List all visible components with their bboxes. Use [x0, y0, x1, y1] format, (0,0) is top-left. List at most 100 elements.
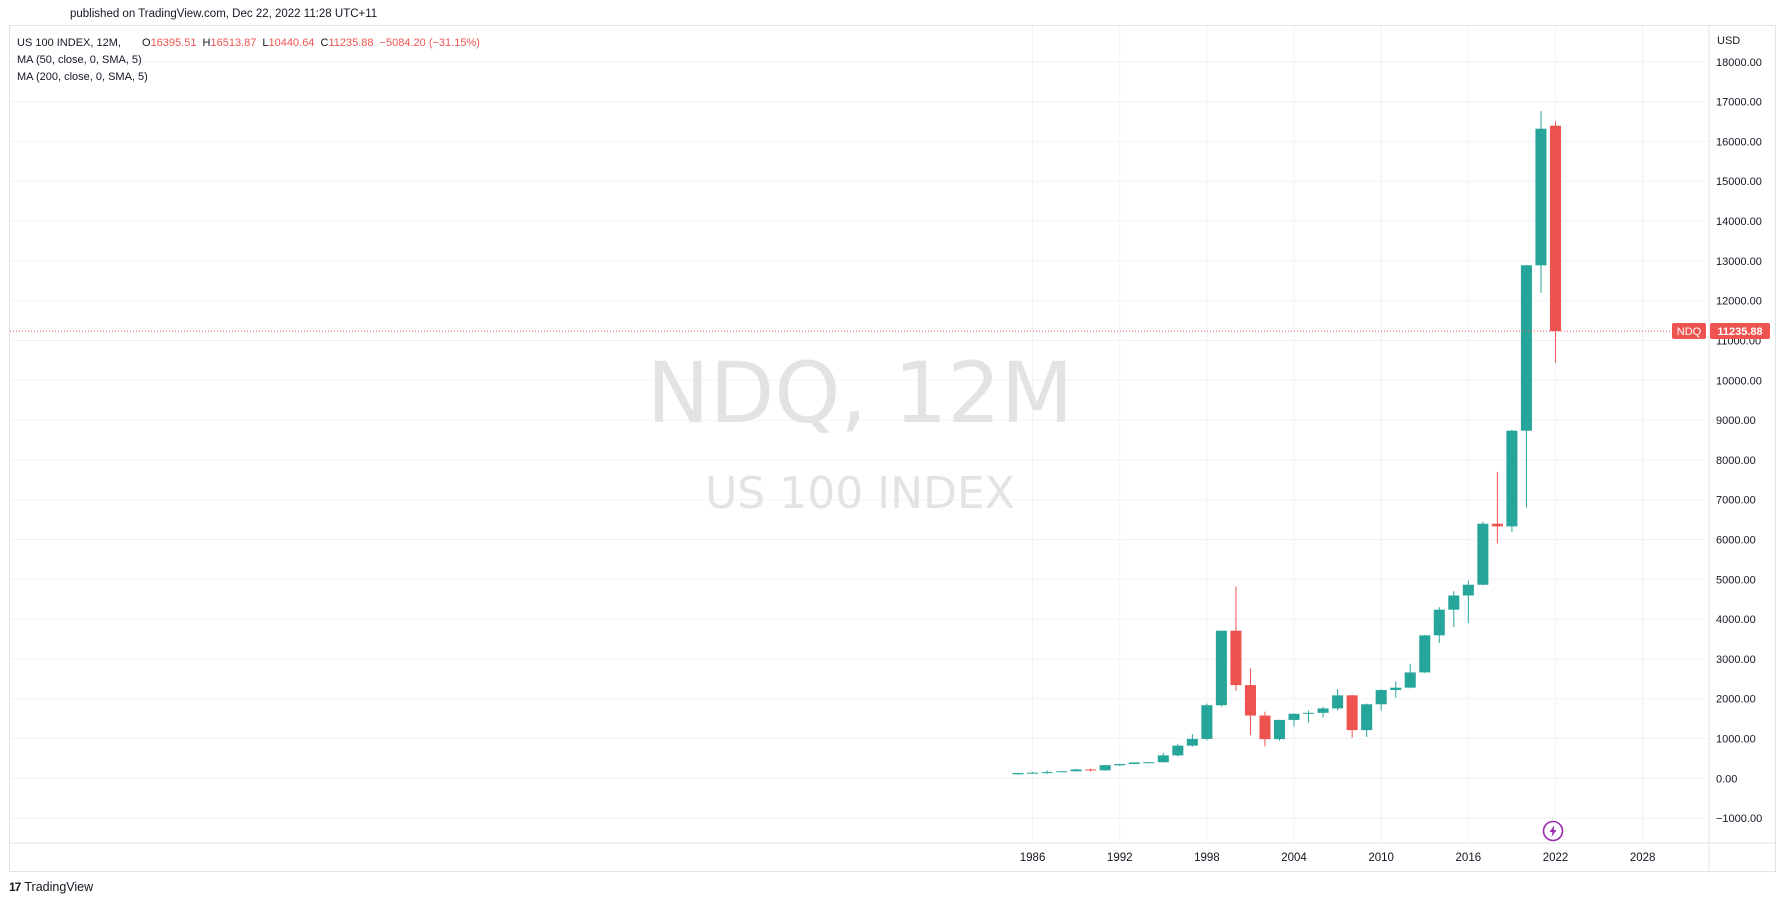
candle[interactable] [1346, 694, 1358, 738]
price-tick-label: 4000.00 [1716, 614, 1756, 626]
candle-body [1143, 762, 1155, 764]
candle-body [1244, 685, 1256, 716]
candle[interactable] [1273, 719, 1286, 741]
candle-body [1172, 745, 1184, 756]
candle[interactable] [1172, 743, 1184, 757]
price-tick-label: 16000.00 [1716, 136, 1762, 148]
candle-body [1041, 772, 1053, 774]
candle[interactable] [1027, 772, 1039, 774]
candle[interactable] [1462, 580, 1474, 624]
candle[interactable] [1549, 120, 1562, 363]
candle[interactable] [1448, 591, 1460, 628]
candle[interactable] [1477, 521, 1489, 586]
watermark: NDQ, 12M US 100 INDEX [647, 344, 1073, 519]
time-tick-label: 2004 [1281, 852, 1307, 864]
candle[interactable] [1288, 713, 1300, 727]
candle-body [1288, 713, 1300, 720]
candle[interactable] [1215, 630, 1227, 707]
candle[interactable] [1332, 689, 1344, 711]
candle-body [1012, 773, 1024, 775]
candle-body [1085, 769, 1097, 771]
candle[interactable] [1244, 668, 1256, 735]
candle-body [1186, 738, 1198, 746]
candle[interactable] [1419, 635, 1431, 673]
candle-body [1375, 690, 1387, 705]
candle-body [1273, 719, 1286, 740]
candle[interactable] [1041, 770, 1053, 774]
price-axis: −1000.00 0.00 1000.00 2000.00 3000.00 4000.00… [1716, 57, 1762, 825]
last-price-tag-text: 11235.88 [1717, 326, 1762, 338]
candle[interactable] [1259, 711, 1271, 747]
candle[interactable] [1128, 762, 1140, 765]
candle-body [1230, 630, 1242, 686]
candle[interactable] [1303, 710, 1315, 723]
candle[interactable] [1375, 689, 1387, 711]
price-tick-label: 7000.00 [1716, 495, 1756, 507]
candle-body [1462, 584, 1474, 596]
price-tick-label: −1000.00 [1716, 813, 1762, 825]
ma-200-label[interactable]: MA (200, close, 0, SMA, 5) [17, 71, 148, 83]
time-tick-label: 2016 [1456, 852, 1482, 864]
time-tick-label: 2022 [1543, 852, 1569, 864]
candle[interactable] [1056, 771, 1068, 773]
price-tick-label: 2000.00 [1716, 694, 1756, 706]
candle-body [1535, 128, 1547, 266]
candle-body [1448, 595, 1460, 610]
ticker-tag-text: NDQ [1677, 326, 1702, 338]
low-value: L10440.64 [262, 37, 315, 49]
price-tick-label: 1000.00 [1716, 734, 1756, 746]
candle[interactable] [1361, 703, 1373, 737]
candle[interactable] [1201, 703, 1213, 741]
open-value: O16395.51 [142, 37, 197, 49]
candle[interactable] [1491, 471, 1503, 544]
candle[interactable] [1390, 681, 1402, 698]
published-caption: published on TradingView.com, Dec 22, 20… [70, 8, 378, 20]
candle[interactable] [1099, 765, 1111, 771]
symbol-label: US 100 INDEX, 12M, [17, 37, 121, 49]
candle[interactable] [1012, 772, 1024, 775]
candle[interactable] [1520, 264, 1532, 508]
candle-body [1259, 715, 1271, 740]
candle-body [1404, 672, 1416, 688]
price-tick-label: 8000.00 [1716, 455, 1756, 467]
candle[interactable] [1230, 586, 1242, 691]
candle-body [1491, 523, 1503, 527]
tradingview-logo[interactable]: 17 TradingView [9, 880, 93, 894]
candle[interactable] [1085, 768, 1097, 772]
candle[interactable] [1404, 663, 1416, 689]
watermark-ticker: NDQ, 12M [647, 344, 1073, 442]
candle[interactable] [1535, 111, 1547, 293]
candle-body [1520, 265, 1532, 431]
candle-body [1361, 704, 1373, 731]
candle-body [1332, 695, 1344, 709]
ticker-tag-bg [1672, 323, 1706, 339]
ma-50-label[interactable]: MA (50, close, 0, SMA, 5) [17, 54, 142, 66]
candle[interactable] [1433, 607, 1445, 643]
time-tick-label: 2010 [1368, 852, 1394, 864]
candle[interactable] [1070, 768, 1082, 772]
candle[interactable] [1186, 734, 1198, 747]
candle-body [1099, 765, 1111, 771]
ohlc-row: US 100 INDEX, 12M, O16395.51 H16513.87 L… [17, 35, 483, 52]
candle-body [1419, 635, 1431, 673]
candle-body [1056, 771, 1068, 773]
candle[interactable] [1114, 763, 1126, 767]
candle-body [1317, 708, 1329, 713]
lightning-icon[interactable] [1542, 820, 1564, 842]
candle[interactable] [1317, 706, 1329, 718]
time-tick-label: 1986 [1020, 852, 1046, 864]
candle-body [1433, 609, 1445, 636]
time-tick-label: 2028 [1630, 852, 1656, 864]
price-tick-label: 17000.00 [1716, 97, 1762, 109]
price-tick-label: 18000.00 [1716, 57, 1762, 69]
ticker-tag: NDQ [1672, 323, 1706, 339]
candle[interactable] [1506, 430, 1518, 532]
candle-body [1346, 695, 1358, 731]
price-tick-label: 15000.00 [1716, 176, 1762, 188]
candle[interactable] [1143, 761, 1155, 764]
candle[interactable] [1157, 752, 1169, 763]
candle-body [1477, 523, 1489, 585]
chart-legend: US 100 INDEX, 12M, O16395.51 H16513.87 L… [17, 35, 483, 86]
chart-frame[interactable] [9, 25, 1776, 872]
